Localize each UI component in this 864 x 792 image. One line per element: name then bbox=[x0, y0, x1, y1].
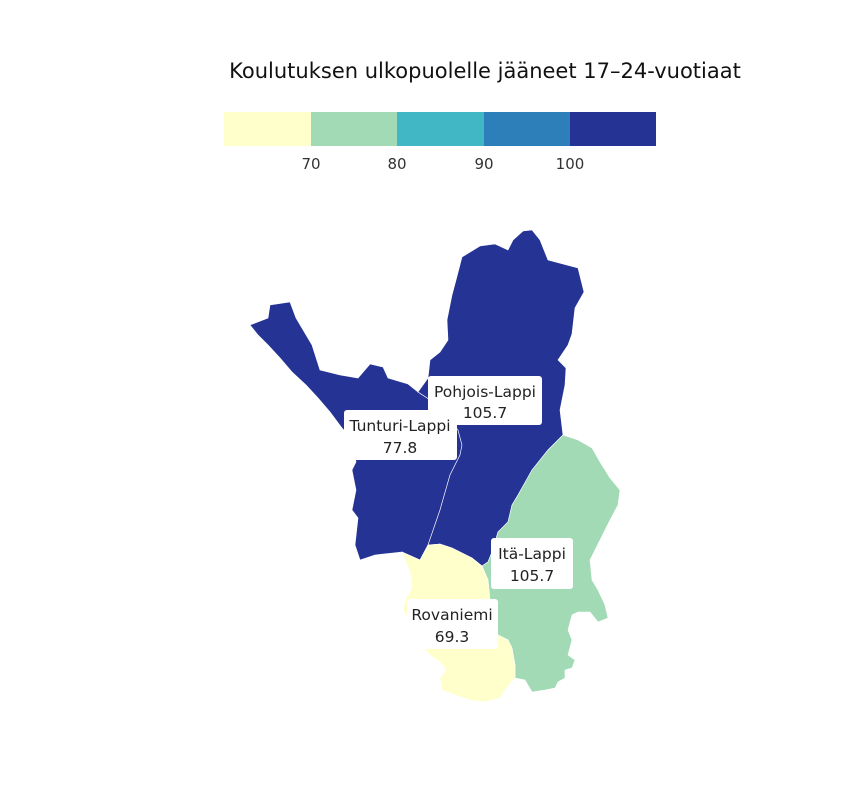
color-legend: 70 80 90 100 bbox=[224, 112, 656, 173]
label-pohjois-lappi-value: 105.7 bbox=[463, 404, 507, 422]
label-rovaniemi-value: 69.3 bbox=[435, 628, 470, 646]
label-tunturi-lappi-name: Tunturi-Lappi bbox=[348, 417, 450, 435]
label-tunturi-lappi-value: 77.8 bbox=[383, 439, 418, 457]
label-ita-lappi-name: Itä-Lappi bbox=[498, 545, 566, 563]
legend-swatch-1 bbox=[224, 112, 311, 146]
label-box bbox=[407, 599, 498, 649]
label-box bbox=[344, 410, 457, 460]
legend-tick-70: 70 bbox=[301, 155, 320, 173]
label-box bbox=[491, 538, 573, 589]
legend-tick-80: 80 bbox=[387, 155, 406, 173]
label-pohjois-lappi-name: Pohjois-Lappi bbox=[434, 383, 536, 401]
label-ita-lappi: Itä-Lappi 105.7 bbox=[491, 538, 573, 589]
legend-tick-90: 90 bbox=[474, 155, 493, 173]
legend-swatch-5 bbox=[570, 112, 656, 146]
legend-swatch-3 bbox=[397, 112, 484, 146]
label-ita-lappi-value: 105.7 bbox=[510, 567, 554, 585]
legend-tick-100: 100 bbox=[556, 155, 585, 173]
label-tunturi-lappi: Tunturi-Lappi 77.8 bbox=[344, 410, 457, 460]
legend-swatch-4 bbox=[484, 112, 570, 146]
map-title: Koulutuksen ulkopuolelle jääneet 17–24-v… bbox=[229, 59, 741, 83]
legend-swatch-2 bbox=[311, 112, 397, 146]
label-rovaniemi: Rovaniemi 69.3 bbox=[407, 599, 498, 649]
label-rovaniemi-name: Rovaniemi bbox=[411, 606, 492, 624]
region-labels: Pohjois-Lappi 105.7 Tunturi-Lappi 77.8 I… bbox=[344, 376, 573, 649]
